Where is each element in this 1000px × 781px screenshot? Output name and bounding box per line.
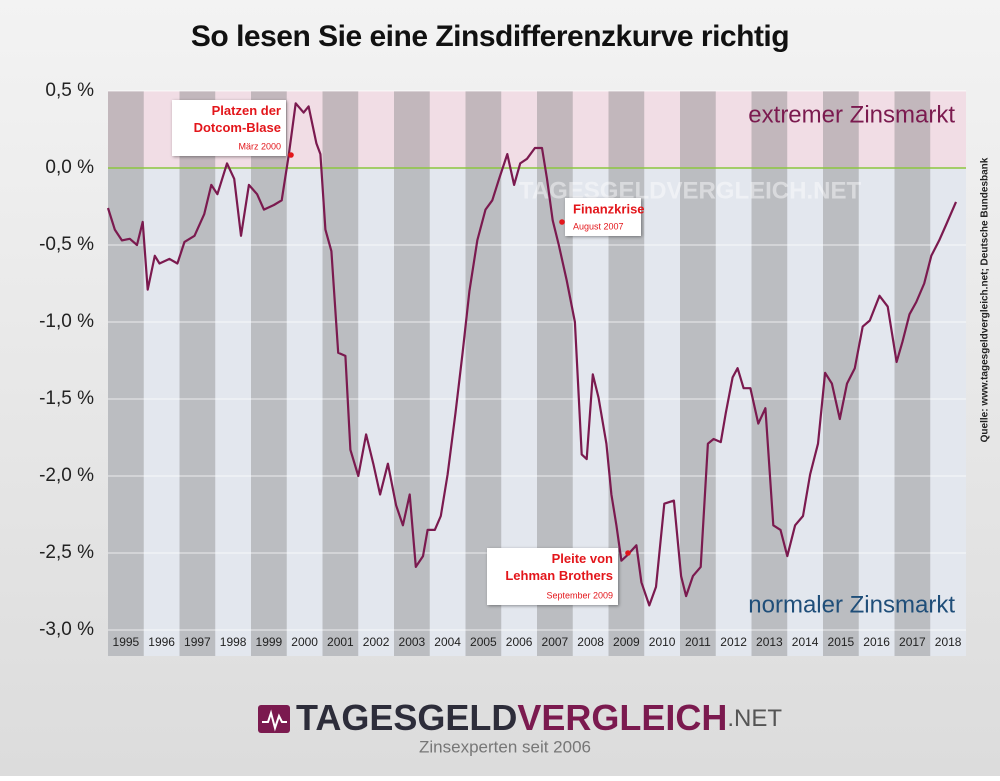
x-tick-label: 2002 (363, 635, 390, 649)
year-band (894, 91, 931, 656)
annotation-line: Pleite von (552, 551, 613, 566)
x-tick-label: 1998 (220, 635, 247, 649)
x-tick-label: 2005 (470, 635, 497, 649)
y-tick-label: -3,0 % (39, 619, 94, 640)
year-band (179, 91, 216, 656)
x-tick-label: 2013 (756, 635, 783, 649)
annotation-date: September 2009 (546, 590, 613, 600)
x-tick-label: 2011 (685, 635, 711, 649)
x-tick-label: 2016 (863, 635, 890, 649)
annotation-date: März 2000 (238, 141, 281, 151)
logo: TAGESGELDVERGLEICH.NET Zinsexperten seit… (258, 697, 782, 756)
x-tick-label: 1996 (148, 635, 175, 649)
plot-area: 1995 1996 1997 1998 1999 2000 2001 2002 2003 2004… (39, 80, 966, 656)
x-tick-label: 2014 (792, 635, 819, 649)
logo-pulse (262, 709, 287, 732)
x-tick-label: 2007 (542, 635, 569, 649)
annotation-line: Lehman Brothers (505, 568, 613, 583)
y-tick-label: -1,0 % (39, 311, 94, 332)
annotation-box (172, 100, 286, 156)
zone-label: normaler Zinsmarkt (748, 591, 955, 618)
y-tick-label: -1,5 % (39, 388, 94, 409)
source: Quelle: www.tagesgeldvergleich.net; Deut… (980, 157, 991, 442)
year-band (394, 91, 430, 656)
chart-title: So lesen Sie eine Zinsdifferenzkurve ric… (191, 20, 789, 53)
y-tick-label: 0,5 % (45, 80, 94, 101)
annotation-title: Finanzkrise (573, 201, 645, 216)
annotation-box (487, 548, 618, 605)
zone-label: extremer Zinsmarkt (748, 101, 955, 128)
year-band (251, 91, 287, 656)
annotation-line: Dotcom-Blase (194, 120, 281, 135)
annotation-box (565, 198, 641, 236)
annotation-title: Platzen der Dotcom-Blase (194, 103, 281, 135)
data-line (106, 102, 958, 607)
year-band (680, 91, 716, 656)
annotation-line: Platzen der (212, 103, 281, 118)
year-band (823, 91, 859, 656)
year-band (108, 91, 144, 656)
logo-part: .NET (727, 705, 782, 732)
annotation-date: August 2007 (573, 221, 624, 231)
annotation-dot (288, 152, 294, 158)
year-band (322, 91, 359, 656)
y-tick-label: -2,0 % (39, 465, 94, 486)
year-band (751, 91, 788, 656)
x-tick-label: 2000 (291, 635, 318, 649)
x-tick-label: 1995 (113, 635, 140, 649)
y-tick-label: -2,5 % (39, 542, 94, 563)
logo-text: TAGESGELDVERGLEICH.NET (296, 697, 782, 738)
x-tick-label: 2003 (399, 635, 426, 649)
y-tick-label: -0,5 % (39, 234, 94, 255)
x-tick-label: 2017 (899, 635, 926, 649)
logo-part: TAGESGELD (296, 697, 517, 738)
logo-part: VERGLEICH (517, 697, 727, 738)
x-tick-label: 2006 (506, 635, 533, 649)
annotation-dot (559, 219, 565, 225)
x-tick-label: 2004 (434, 635, 461, 649)
x-tick-label: 1997 (184, 635, 211, 649)
y-tick-label: 0,0 % (45, 157, 94, 178)
tagline: Zinsexperten seit 2006 (419, 737, 591, 756)
x-tick-label: 2010 (649, 635, 676, 649)
x-tick-label: 1999 (256, 635, 283, 649)
x-tick-label: 2008 (577, 635, 604, 649)
logo-icon (258, 705, 290, 733)
x-tick-label: 2009 (613, 635, 640, 649)
x-tick-label: 2012 (720, 635, 747, 649)
x-tick-label: 2018 (935, 635, 962, 649)
x-tick-label: 2015 (828, 635, 855, 649)
x-tick-label: 2001 (327, 635, 354, 649)
annotation-dot (625, 550, 631, 556)
annotation-title: Pleite von Lehman Brothers (505, 551, 613, 583)
